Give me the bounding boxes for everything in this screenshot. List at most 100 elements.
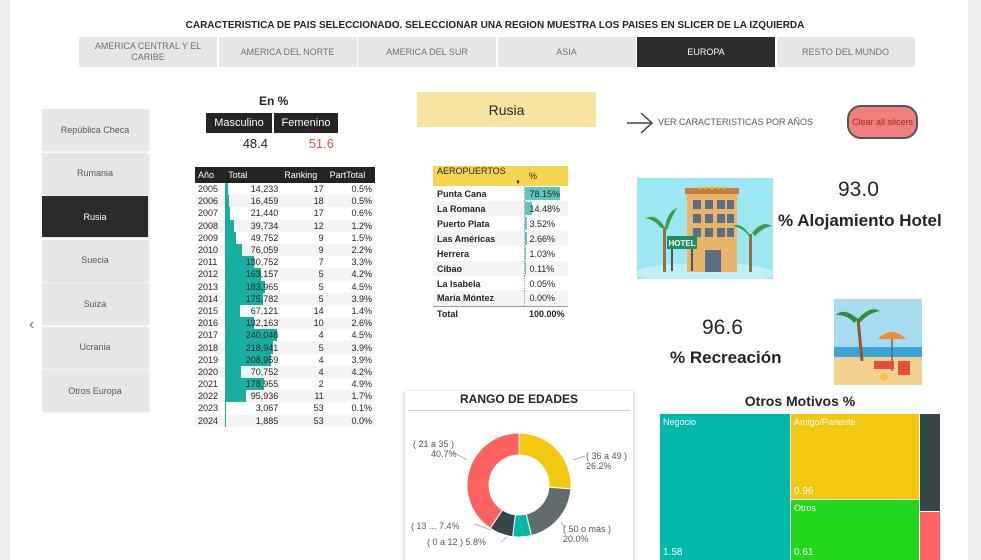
total-value: 132,163 bbox=[245, 318, 279, 329]
year-table-row[interactable]: 2008 39,734 12 1.2% bbox=[195, 219, 375, 232]
total-data-bar bbox=[225, 341, 273, 354]
airport-pct-value: 2.66% bbox=[529, 233, 555, 244]
treemap-cell-negocio[interactable]: Negocio 1.58 bbox=[660, 414, 790, 560]
parttotal-cell: 3.9% bbox=[326, 292, 375, 305]
year-table-row[interactable]: 2016 132,163 10 2.6% bbox=[195, 317, 375, 330]
total-cell: 218,941 bbox=[225, 341, 282, 354]
airport-row[interactable]: Herrera 1.03% bbox=[433, 246, 569, 261]
year-table-row[interactable]: 2020 70,752 4 4.2% bbox=[195, 365, 375, 378]
airport-row[interactable]: La Romana 14.48% bbox=[433, 201, 569, 216]
country-button-republica-checa[interactable]: República Checa bbox=[42, 109, 148, 150]
year-table-row[interactable]: 2009 49,752 9 1.5% bbox=[195, 231, 375, 244]
total-cell: 1,885 bbox=[225, 414, 282, 427]
parttotal-cell: 3.3% bbox=[351, 257, 372, 268]
donut-leader-line bbox=[500, 536, 508, 543]
year-table-row[interactable]: 2011 130,752 7 3.3% bbox=[195, 256, 375, 269]
region-slicer: AMERICA CENTRAL Y EL CARIBE AMERICA DEL … bbox=[79, 37, 916, 67]
treemap-cell-amigo-pariente[interactable]: Amigo/Pariente 0.96 bbox=[791, 414, 919, 499]
chevron-left-icon[interactable]: ‹ bbox=[29, 316, 35, 333]
year-table-row[interactable]: 2024 1,885 53 0.0% bbox=[195, 414, 375, 427]
year-table-row[interactable]: 2006 16,459 18 0.5% bbox=[195, 195, 375, 208]
country-button-rumania[interactable]: Rumania bbox=[42, 152, 148, 194]
year-table-header-parttotal[interactable]: PartTotal bbox=[326, 167, 375, 183]
airport-pct: 0.00% bbox=[524, 291, 569, 306]
region-button-europa[interactable]: EUROPA bbox=[637, 37, 775, 67]
donut-slice[interactable] bbox=[518, 432, 572, 490]
ranking-cell: 5 bbox=[281, 341, 327, 354]
year-cell: 2009 bbox=[198, 232, 219, 243]
airport-row[interactable]: Cibao 0.11% bbox=[433, 261, 569, 276]
year-table-row[interactable]: 2017 240,048 4 4.5% bbox=[195, 329, 375, 342]
total-data-bar bbox=[225, 256, 254, 269]
gender-title: En % bbox=[259, 94, 289, 108]
parttotal-cell: 3.9% bbox=[326, 341, 375, 354]
country-button-suiza[interactable]: Suiza bbox=[42, 283, 148, 324]
year-table-header-ano[interactable]: Año bbox=[195, 167, 226, 183]
region-button-america-sur[interactable]: AMERICA DEL SUR bbox=[358, 37, 496, 67]
masculino-header[interactable]: Masculino bbox=[206, 113, 272, 133]
airport-header-name[interactable]: AEROPUERTOS ▼ bbox=[433, 166, 525, 186]
year-table-row[interactable]: 2012 163,157 5 4.2% bbox=[195, 268, 375, 281]
treemap-cell-red[interactable] bbox=[920, 512, 940, 560]
parttotal-cell: 0.5% bbox=[351, 184, 372, 195]
year-cell: 2008 bbox=[195, 219, 226, 232]
airport-row[interactable]: Punta Cana 78.15% bbox=[433, 186, 569, 201]
region-button-america-central[interactable]: AMERICA CENTRAL Y EL CARIBE bbox=[79, 37, 217, 67]
year-cell: 2017 bbox=[198, 330, 219, 341]
airport-row[interactable]: Puerto Plata 3.52% bbox=[433, 216, 569, 231]
femenino-header[interactable]: Femenino bbox=[274, 113, 338, 133]
total-data-bar bbox=[225, 390, 247, 403]
clear-slicers-button[interactable]: Clear all slicers bbox=[847, 105, 918, 139]
airport-row[interactable]: Las Américas 2.66% bbox=[433, 231, 569, 246]
year-table-row[interactable]: 2007 21,440 17 0.6% bbox=[195, 207, 375, 220]
treemap-negocio-label: Negocio bbox=[663, 417, 697, 427]
country-button-otros-europa[interactable]: Otros Europa bbox=[42, 370, 148, 411]
treemap-cell-otros[interactable]: Otros 0.61 bbox=[791, 500, 919, 560]
year-table-header-total[interactable]: Total bbox=[225, 167, 282, 183]
total-cell: 16,459 bbox=[225, 195, 282, 208]
treemap-otros-label: Otros bbox=[794, 503, 817, 513]
ranking-cell: 10 bbox=[281, 317, 327, 330]
total-value: 14,233 bbox=[250, 184, 279, 195]
year-table-row[interactable]: 2019 208,959 4 3.9% bbox=[195, 353, 375, 366]
treemap-cell-dark[interactable] bbox=[920, 414, 940, 511]
total-value: 130,752 bbox=[245, 257, 279, 268]
year-table-row[interactable]: 2013 183,965 5 4.5% bbox=[195, 280, 375, 293]
airport-row[interactable]: La Isabela 0.05% bbox=[433, 276, 569, 291]
year-cell: 2011 bbox=[198, 257, 218, 268]
airport-header-label: AEROPUERTOS bbox=[437, 166, 506, 176]
airport-header-pct[interactable]: % bbox=[524, 166, 569, 186]
age-label-36-49-pct: 26.2% bbox=[586, 461, 612, 471]
total-data-bar bbox=[225, 317, 254, 330]
total-data-bar bbox=[225, 183, 229, 196]
ver-caracteristicas-link[interactable]: VER CARACTERISTICAS POR AÑOS bbox=[658, 117, 814, 127]
country-button-ucrania[interactable]: Ucrania bbox=[42, 326, 148, 368]
year-table-row[interactable]: 2010 76,059 9 2.2% bbox=[195, 243, 375, 257]
region-button-america-norte[interactable]: AMERICA DEL NORTE bbox=[218, 37, 357, 67]
total-value: 208,959 bbox=[245, 354, 279, 365]
year-table-row[interactable]: 2023 3,067 53 0.1% bbox=[195, 402, 375, 415]
year-table-row[interactable]: 2015 67,121 14 1.4% bbox=[195, 304, 375, 318]
country-button-rusia[interactable]: Rusia bbox=[42, 196, 148, 237]
arrow-right-icon[interactable] bbox=[625, 111, 655, 135]
airport-row[interactable]: María Móntez 0.00% bbox=[433, 291, 569, 306]
year-cell: 2024 bbox=[195, 414, 226, 427]
donut-slice[interactable] bbox=[466, 432, 520, 529]
year-table-row[interactable]: 2005 14,233 17 0.5% bbox=[195, 183, 375, 196]
ranking-cell: 12 bbox=[281, 219, 327, 232]
year-table-header-ranking[interactable]: Ranking bbox=[281, 167, 327, 183]
region-button-asia[interactable]: ASIA bbox=[497, 37, 636, 67]
year-table-row[interactable]: 2021 178,955 2 4.9% bbox=[195, 378, 375, 391]
year-cell: 2012 bbox=[195, 268, 226, 281]
ranking-cell: 9 bbox=[318, 232, 324, 243]
region-button-resto-mundo[interactable]: RESTO DEL MUNDO bbox=[776, 37, 915, 67]
total-cell: 70,752 bbox=[225, 365, 282, 378]
year-table-row[interactable]: 2018 218,941 5 3.9% bbox=[195, 341, 375, 354]
total-data-bar bbox=[225, 231, 237, 244]
country-button-suecia[interactable]: Suecia bbox=[42, 239, 148, 281]
year-table-row[interactable]: 2014 175,782 5 3.9% bbox=[195, 292, 375, 305]
recreacion-kpi-value: 96.6 bbox=[702, 316, 743, 339]
year-table-row[interactable]: 2022 95,936 11 1.7% bbox=[195, 390, 375, 403]
total-cell: 163,157 bbox=[225, 268, 282, 281]
